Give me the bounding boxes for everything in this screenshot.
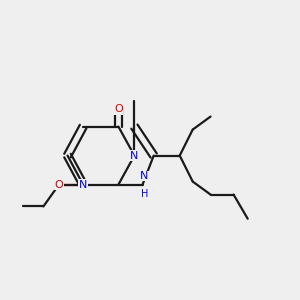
Text: H: H	[141, 189, 148, 199]
Text: N: N	[79, 180, 87, 190]
Text: N: N	[140, 171, 148, 181]
Text: O: O	[114, 104, 123, 114]
Text: N: N	[130, 151, 139, 160]
Text: O: O	[55, 180, 63, 190]
